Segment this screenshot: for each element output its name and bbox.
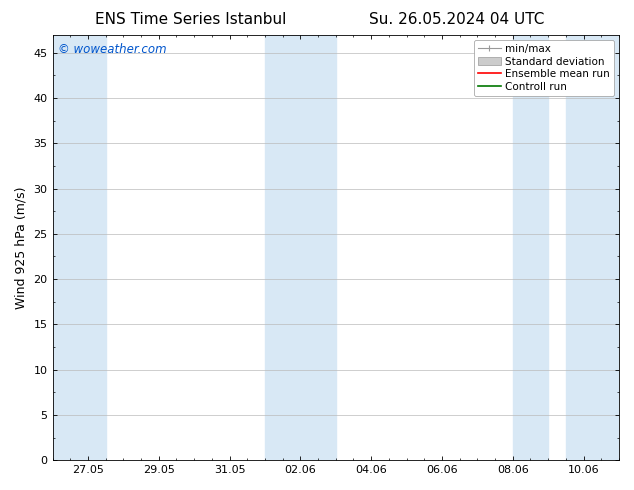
Legend: min/max, Standard deviation, Ensemble mean run, Controll run: min/max, Standard deviation, Ensemble me… [474, 40, 614, 96]
Bar [53, 35, 106, 460]
Text: Su. 26.05.2024 04 UTC: Su. 26.05.2024 04 UTC [369, 12, 544, 27]
Y-axis label: Wind 925 hPa (m/s): Wind 925 hPa (m/s) [15, 186, 28, 309]
Bar [566, 35, 619, 460]
Text: © woweather.com: © woweather.com [58, 43, 167, 56]
Text: ENS Time Series Istanbul: ENS Time Series Istanbul [94, 12, 286, 27]
Bar [513, 35, 548, 460]
Bar [265, 35, 336, 460]
